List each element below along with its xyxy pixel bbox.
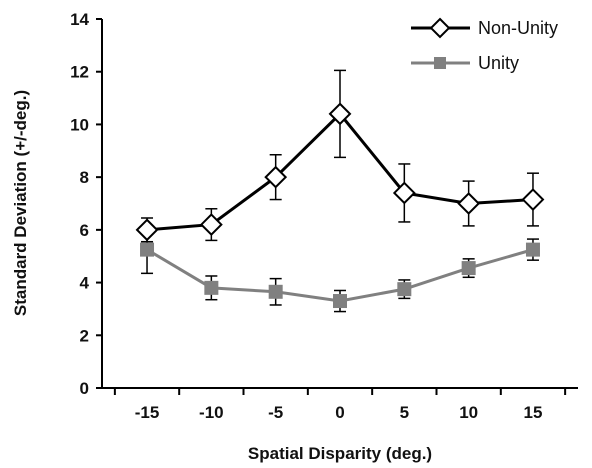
x-tick-label: 15 [524, 403, 543, 422]
legend-label: Non-Unity [478, 18, 558, 38]
x-tick-label: -10 [199, 403, 224, 422]
y-tick-label: 4 [80, 274, 90, 293]
y-axis-title: Standard Deviation (+/-deg.) [11, 90, 30, 316]
y-tick-label: 0 [80, 379, 89, 398]
y-tick-label: 8 [80, 168, 89, 187]
legend-item: Non-Unity [411, 17, 558, 39]
legend: Non-Unity Unity [411, 17, 558, 73]
data-point [199, 213, 223, 236]
series-unity [140, 225, 540, 313]
data-point [461, 261, 476, 276]
data-point [397, 282, 412, 297]
x-axis-title: Spatial Disparity (deg.) [248, 444, 432, 463]
x-tick-label: 5 [400, 403, 409, 422]
data-point [140, 242, 155, 257]
data-point [204, 280, 219, 295]
legend-item: Unity [411, 53, 519, 73]
x-tick-label: 0 [335, 403, 344, 422]
data-point [525, 242, 540, 257]
legend-marker [429, 17, 451, 39]
legend-marker [434, 57, 446, 69]
x-tick-label: -15 [135, 403, 160, 422]
y-tick-label: 12 [70, 63, 89, 82]
y-tick-label: 14 [70, 10, 89, 29]
data-point [264, 165, 288, 189]
y-tick-label: 10 [70, 115, 89, 134]
x-tick-label: -5 [268, 403, 283, 422]
y-axis: 0 2 4 6 8 10 12 14 [70, 10, 103, 398]
series-non-unity [135, 69, 545, 243]
x-tick-label: 10 [459, 403, 478, 422]
legend-label: Unity [478, 53, 519, 73]
data-point [135, 218, 159, 242]
series-layer [135, 69, 545, 313]
x-axis: -15 -10 -5 0 5 10 15 [102, 387, 578, 422]
data-point [333, 294, 347, 309]
y-tick-label: 2 [80, 326, 89, 345]
y-tick-label: 6 [80, 221, 89, 240]
data-point [268, 284, 283, 299]
data-point [392, 181, 416, 205]
data-point [328, 102, 352, 126]
data-point [521, 188, 545, 211]
data-point [457, 192, 481, 215]
